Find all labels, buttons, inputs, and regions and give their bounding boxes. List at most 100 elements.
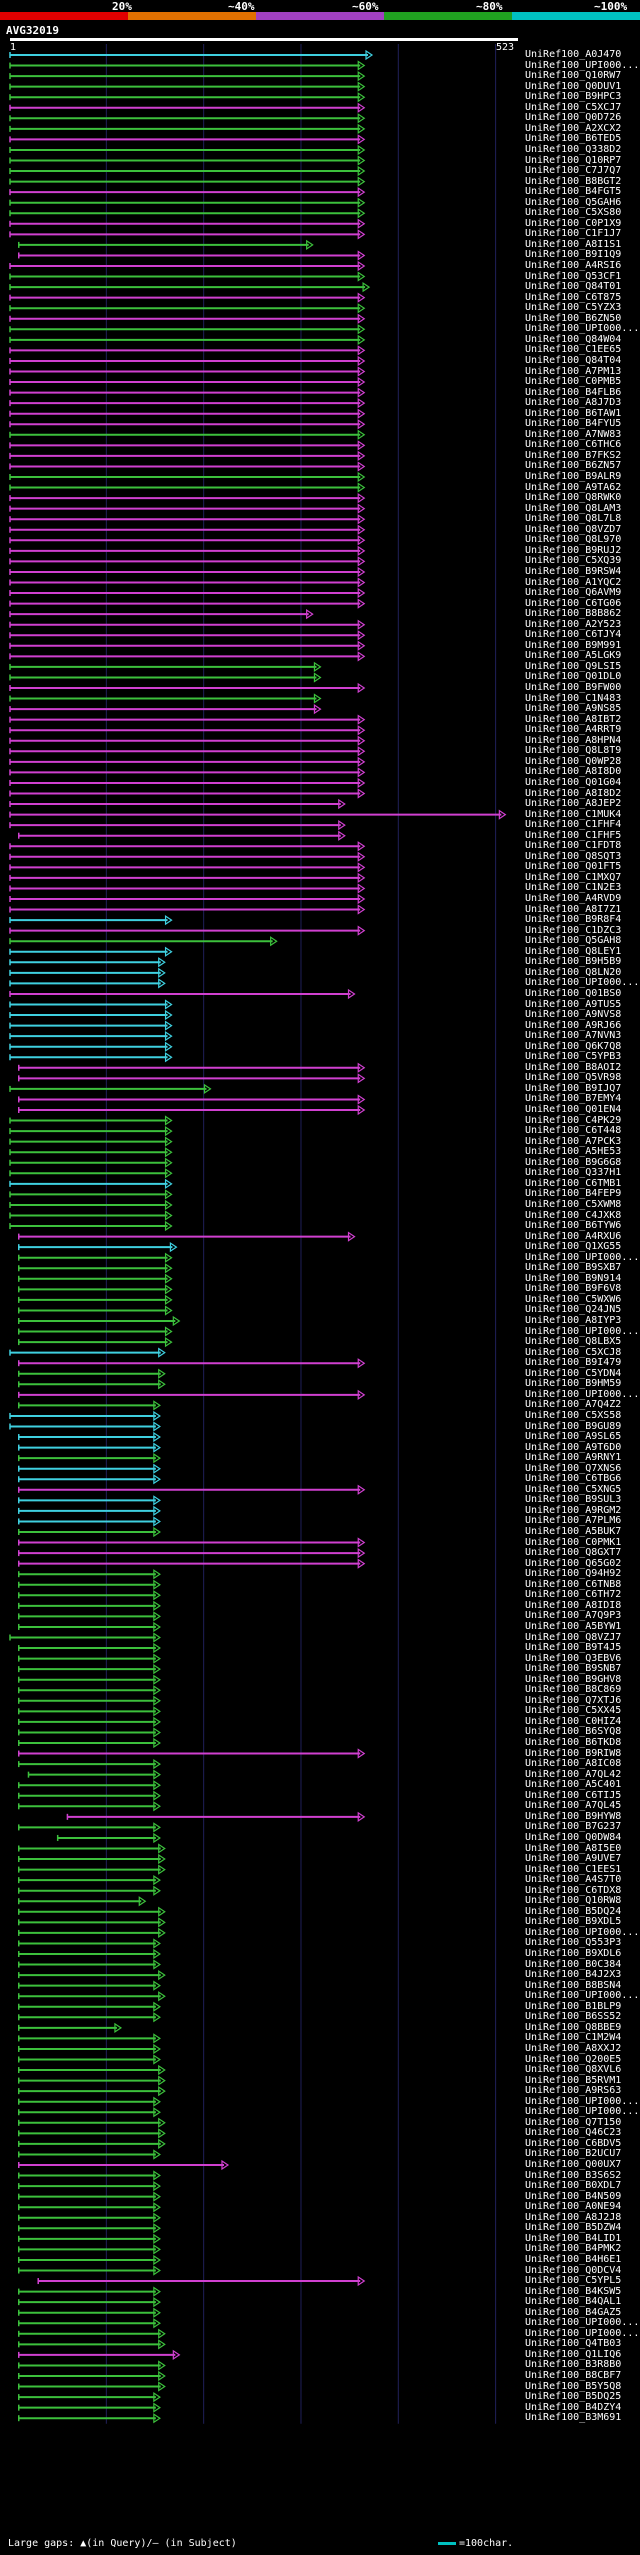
hit-row[interactable] [18, 1263, 173, 1274]
hit-row[interactable] [9, 651, 366, 662]
hit-row[interactable] [18, 1315, 181, 1327]
hit-row[interactable] [18, 1938, 161, 1949]
hit-row[interactable] [9, 398, 366, 409]
hit-label[interactable]: UniRef100_A0J470 [525, 49, 622, 60]
hit-label[interactable]: UniRef100_B0C384 [525, 1958, 622, 1970]
hit-label[interactable]: UniRef100_UPI000... [525, 1388, 640, 1400]
hit-row[interactable] [66, 1811, 366, 1822]
hit-label[interactable]: UniRef100_Q8LEY1 [525, 945, 622, 957]
hit-label[interactable]: UniRef100_B8B862 [525, 608, 622, 620]
hit-label[interactable]: UniRef100_C6TNB8 [525, 1578, 622, 1590]
hit-row[interactable] [18, 1600, 161, 1611]
hit-row[interactable] [18, 1474, 161, 1485]
hit-row[interactable] [18, 2339, 166, 2350]
hit-label[interactable]: UniRef100_B9G6G8 [525, 1156, 622, 1168]
hit-row[interactable] [18, 1579, 161, 1590]
hit-row[interactable] [18, 1389, 366, 1400]
hit-row[interactable] [18, 1326, 173, 1337]
hit-label[interactable]: UniRef100_B9GU89 [525, 1420, 622, 1432]
hit-label[interactable]: UniRef100_Q10RW8 [525, 1895, 622, 1907]
hit-label[interactable]: UniRef100_C6BDV5 [525, 2137, 622, 2149]
hit-row[interactable] [18, 2096, 161, 2107]
hit-row[interactable] [9, 1052, 173, 1063]
hit-label[interactable]: UniRef100_C5XX45 [525, 1705, 622, 1717]
hit-label[interactable]: UniRef100_C1F1J7 [525, 228, 622, 240]
hit-label[interactable]: UniRef100_A7QL45 [525, 1800, 622, 1812]
hit-row[interactable] [18, 1495, 161, 1506]
hit-row[interactable] [18, 2233, 161, 2244]
hit-label[interactable]: UniRef100_B6TED5 [525, 133, 622, 145]
hit-row[interactable] [9, 218, 366, 229]
hit-row[interactable] [9, 408, 366, 419]
hit-label[interactable]: UniRef100_C5XCJ8 [525, 1346, 622, 1358]
hit-label[interactable]: UniRef100_B4PMK2 [525, 2243, 622, 2255]
hit-label[interactable]: UniRef100_A5HE53 [525, 1146, 622, 1158]
hit-row[interactable] [18, 1748, 366, 1759]
hit-row[interactable] [18, 1853, 166, 1865]
hit-label[interactable]: UniRef100_B8BSN4 [525, 1979, 622, 1991]
hit-label[interactable]: UniRef100_Q8VZJ7 [525, 1631, 622, 1643]
hit-label[interactable]: UniRef100_Q10RP7 [525, 154, 622, 166]
hit-row[interactable] [9, 703, 322, 715]
hit-label[interactable]: UniRef100_C1M2W4 [525, 2032, 622, 2044]
hit-row[interactable] [18, 1685, 161, 1696]
hit-row[interactable] [9, 144, 366, 156]
hit-label[interactable]: UniRef100_B4GAZ5 [525, 2306, 622, 2318]
hit-row[interactable] [9, 376, 366, 388]
hit-label[interactable]: UniRef100_Q0DUV1 [525, 80, 622, 92]
hit-row[interactable] [18, 1358, 366, 1369]
hit-row[interactable] [9, 313, 366, 324]
hit-row[interactable] [18, 1537, 366, 1548]
hit-label[interactable]: UniRef100_A8JEP2 [525, 798, 622, 810]
hit-label[interactable]: UniRef100_B9IJQ7 [525, 1082, 622, 1094]
hit-label[interactable]: UniRef100_B4FLB6 [525, 386, 622, 398]
hit-label[interactable]: UniRef100_A9RJ66 [525, 1019, 622, 1031]
hit-row[interactable] [9, 324, 366, 335]
hit-label[interactable]: UniRef100_A4RXU6 [525, 1230, 622, 1242]
hit-row[interactable] [18, 1453, 161, 1464]
hit-label[interactable]: UniRef100_C5XQ39 [525, 555, 622, 567]
hit-row[interactable] [9, 661, 322, 673]
hit-label[interactable]: UniRef100_B8BGT2 [525, 175, 622, 187]
hit-label[interactable]: UniRef100_A8IBT2 [525, 713, 622, 725]
hit-label[interactable]: UniRef100_Q8VZD7 [525, 523, 622, 535]
hit-row[interactable] [18, 1664, 161, 1675]
hit-label[interactable]: UniRef100_Q01FT5 [525, 861, 622, 873]
hit-row[interactable] [9, 1199, 173, 1211]
hit-row[interactable] [9, 609, 314, 620]
hit-row[interactable] [18, 2086, 166, 2097]
hit-row[interactable] [9, 366, 366, 377]
hit-row[interactable] [18, 2149, 161, 2160]
hit-label[interactable]: UniRef100_A8I1S1 [525, 238, 622, 250]
hit-row[interactable] [9, 598, 366, 609]
hit-label[interactable]: UniRef100_A9UVE7 [525, 1853, 622, 1865]
hit-row[interactable] [9, 767, 366, 778]
hit-row[interactable] [9, 1083, 212, 1095]
hit-row[interactable] [9, 682, 366, 694]
hit-row[interactable] [18, 2391, 161, 2403]
hit-row[interactable] [9, 292, 366, 303]
hit-label[interactable]: UniRef100_Q6AVM9 [525, 587, 622, 599]
hit-row[interactable] [9, 820, 346, 831]
hit-label[interactable]: UniRef100_B9H5B9 [525, 956, 622, 968]
hit-label[interactable]: UniRef100_B4FGT5 [525, 186, 622, 198]
hit-row[interactable] [9, 134, 366, 145]
hit-row[interactable] [18, 1653, 161, 1664]
hit-row[interactable] [18, 2402, 161, 2413]
hit-label[interactable]: UniRef100_Q5VR98 [525, 1072, 622, 1084]
hit-label[interactable]: UniRef100_Q01BS0 [525, 987, 622, 999]
hit-row[interactable] [9, 1220, 173, 1232]
hit-label[interactable]: UniRef100_B9GHV8 [525, 1673, 622, 1685]
hit-label[interactable]: UniRef100_B4FEP9 [525, 1188, 622, 1200]
hit-row[interactable] [9, 535, 366, 546]
hit-row[interactable] [9, 1031, 173, 1042]
hit-label[interactable]: UniRef100_C6T875 [525, 291, 622, 303]
hit-label[interactable]: UniRef100_A9NS85 [525, 703, 622, 715]
hit-label[interactable]: UniRef100_C1MUK4 [525, 808, 622, 820]
hit-row[interactable] [18, 1505, 161, 1517]
hit-label[interactable]: UniRef100_B9SXB7 [525, 1262, 622, 1274]
hit-label[interactable]: UniRef100_Q53CF1 [525, 270, 622, 282]
hit-label[interactable]: UniRef100_A4RRT9 [525, 724, 622, 736]
hit-row[interactable] [18, 2138, 166, 2150]
hit-row[interactable] [18, 1896, 147, 1907]
